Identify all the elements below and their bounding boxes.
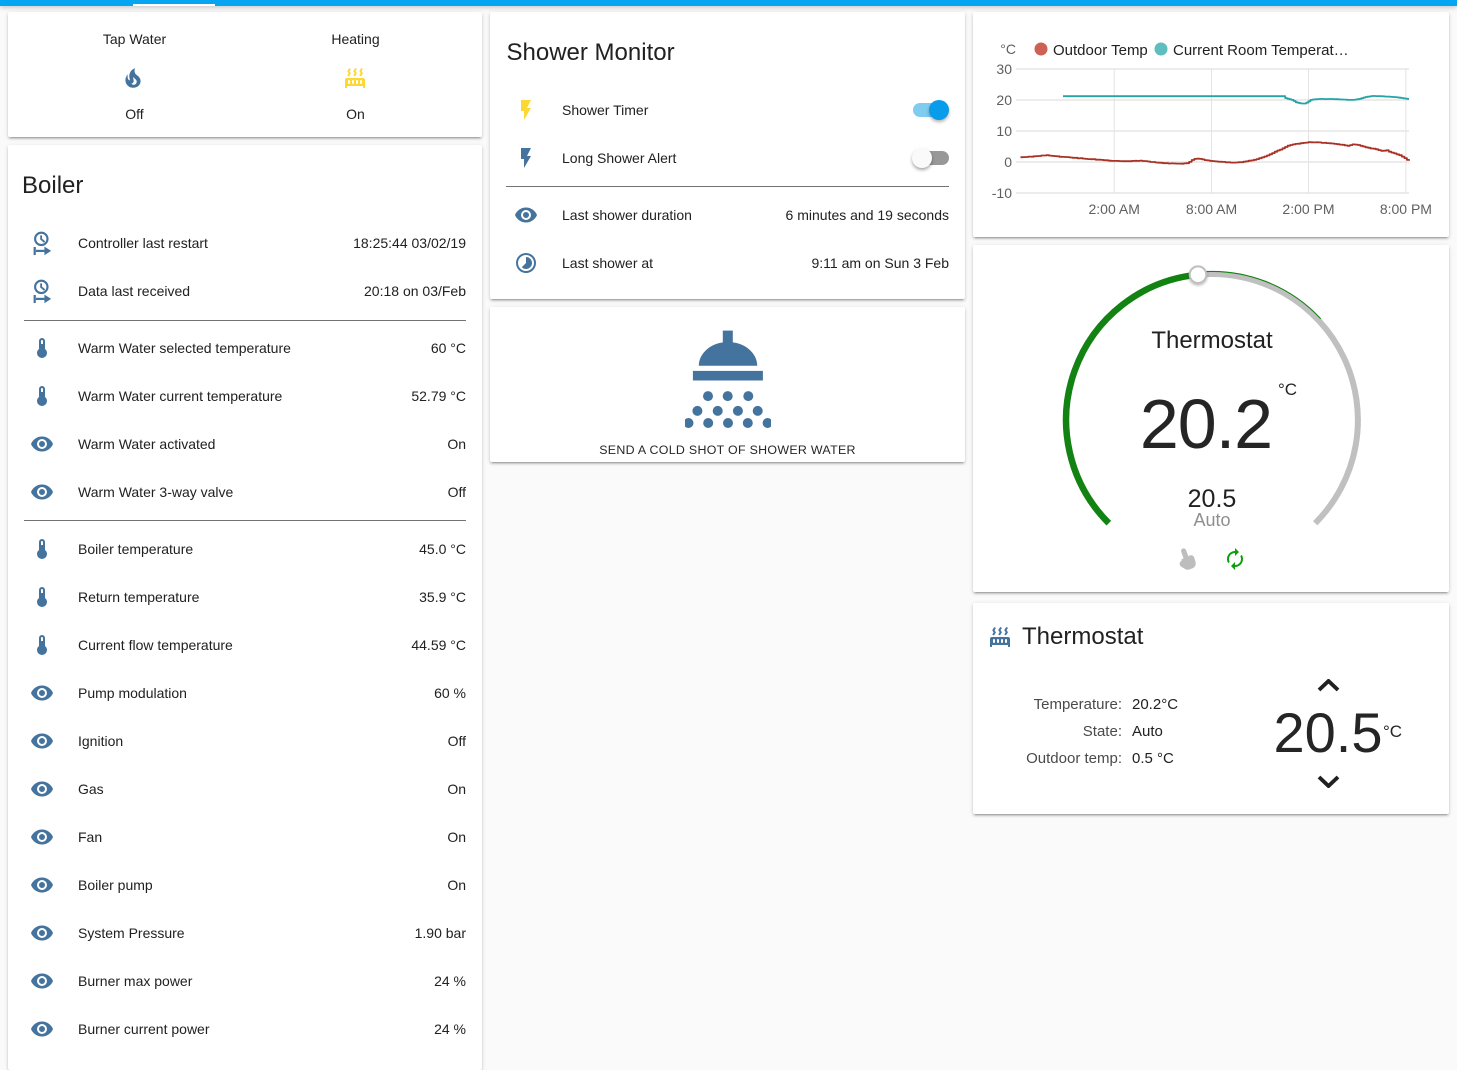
svg-text:-10: -10 [992,185,1012,201]
svg-text:0: 0 [1004,154,1012,170]
svg-text:8:00 AM: 8:00 AM [1186,201,1237,217]
svg-text:30: 30 [996,61,1012,77]
svg-text:Outdoor Temp: Outdoor Temp [1053,42,1148,59]
svg-text:20: 20 [996,92,1012,108]
svg-text:8:00 PM: 8:00 PM [1380,201,1432,217]
svg-text:2:00 AM: 2:00 AM [1089,201,1140,217]
svg-text:10: 10 [996,123,1012,139]
svg-text:2:00 PM: 2:00 PM [1282,201,1334,217]
svg-text:°C: °C [1000,41,1016,57]
svg-text:Current Room Temperat…: Current Room Temperat… [1173,42,1349,59]
